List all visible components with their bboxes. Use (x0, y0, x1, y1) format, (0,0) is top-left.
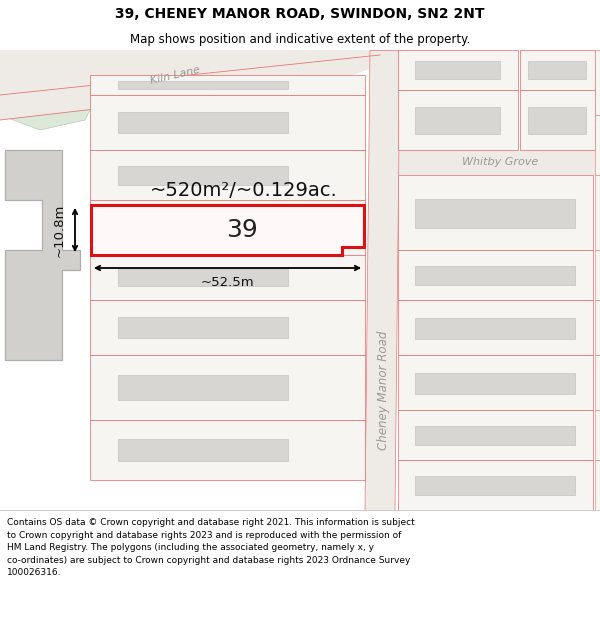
Text: 39: 39 (227, 218, 259, 242)
Bar (118, 317, 288, 338)
Bar (118, 217, 288, 238)
Text: Whitby Grove: Whitby Grove (462, 157, 538, 167)
Text: Map shows position and indicative extent of the property.: Map shows position and indicative extent… (130, 32, 470, 46)
Polygon shape (365, 50, 400, 510)
Bar (398, 355, 593, 410)
Bar (595, 355, 600, 410)
Polygon shape (0, 50, 110, 130)
Bar (90, 355, 365, 420)
Polygon shape (0, 50, 390, 95)
Bar (90, 75, 365, 95)
Bar (395, 150, 600, 175)
Bar (595, 175, 600, 250)
Bar (90, 150, 365, 200)
Bar (520, 50, 595, 90)
Polygon shape (5, 150, 80, 360)
Bar (398, 250, 593, 300)
Bar (415, 318, 575, 339)
Bar (415, 199, 575, 228)
Bar (398, 175, 593, 250)
Bar (415, 476, 575, 495)
Bar (90, 255, 365, 300)
Text: Kiln Lane: Kiln Lane (149, 64, 201, 86)
Bar (118, 439, 288, 461)
Text: ~520m²/~0.129ac.: ~520m²/~0.129ac. (150, 181, 338, 199)
Bar (118, 166, 288, 184)
Bar (398, 90, 518, 150)
Bar (398, 300, 593, 355)
Bar (118, 112, 288, 133)
Text: ~10.8m: ~10.8m (53, 203, 65, 257)
Polygon shape (0, 55, 380, 120)
Bar (415, 61, 500, 79)
Bar (118, 269, 288, 286)
Bar (415, 107, 500, 134)
Bar (528, 61, 586, 79)
Bar (90, 300, 365, 355)
Bar (415, 426, 575, 445)
Bar (398, 410, 593, 460)
Bar (595, 410, 600, 460)
Bar (118, 81, 288, 89)
Bar (595, 115, 600, 175)
Text: Cheney Manor Road: Cheney Manor Road (377, 330, 389, 450)
Text: ~52.5m: ~52.5m (200, 276, 254, 289)
Polygon shape (91, 205, 364, 255)
Bar (90, 95, 365, 150)
Bar (520, 90, 595, 150)
Bar (528, 107, 586, 134)
Bar (415, 266, 575, 285)
Text: 39, CHENEY MANOR ROAD, SWINDON, SN2 2NT: 39, CHENEY MANOR ROAD, SWINDON, SN2 2NT (115, 7, 485, 21)
Bar (595, 300, 600, 355)
Bar (415, 372, 575, 394)
Bar (90, 200, 365, 255)
Bar (90, 420, 365, 480)
Bar (595, 50, 600, 115)
Bar (118, 375, 288, 400)
Bar (595, 250, 600, 300)
Bar (595, 460, 600, 510)
Text: Contains OS data © Crown copyright and database right 2021. This information is : Contains OS data © Crown copyright and d… (7, 518, 415, 577)
Bar (398, 50, 518, 90)
Bar (398, 460, 593, 510)
